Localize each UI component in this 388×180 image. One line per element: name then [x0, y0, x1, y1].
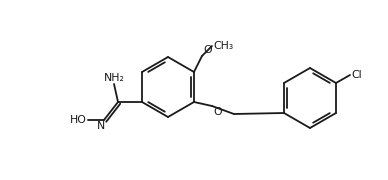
Text: HO: HO — [70, 115, 87, 125]
Text: NH₂: NH₂ — [104, 73, 125, 83]
Text: O: O — [213, 107, 222, 117]
Text: CH₃: CH₃ — [213, 41, 233, 51]
Text: N: N — [97, 121, 105, 131]
Text: Cl: Cl — [351, 70, 362, 80]
Text: O: O — [203, 45, 211, 55]
